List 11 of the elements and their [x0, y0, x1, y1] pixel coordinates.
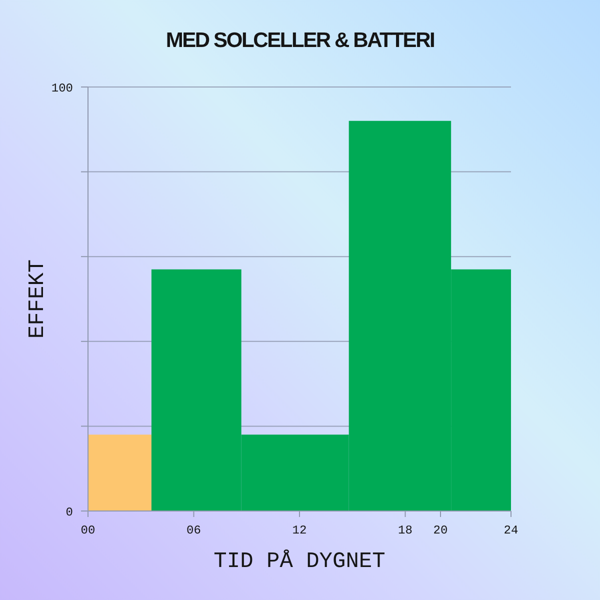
x-axis-title: TID PÅ DYGNET [214, 549, 386, 575]
y-axis-title: EFFEKT [25, 259, 51, 339]
chart-title: MED SOLCELLER & BATTERI [166, 29, 434, 53]
y-tick-label: 0 [66, 505, 73, 520]
x-tick-label: 00 [80, 524, 96, 538]
x-tick-label: 18 [398, 524, 412, 538]
x-tick-label: 12 [292, 524, 307, 538]
x-tick-label: 06 [186, 524, 201, 538]
y-tick-label: 100 [51, 81, 73, 96]
x-tick-label: 24 [504, 524, 518, 538]
x-tick-label: 20 [433, 524, 448, 538]
